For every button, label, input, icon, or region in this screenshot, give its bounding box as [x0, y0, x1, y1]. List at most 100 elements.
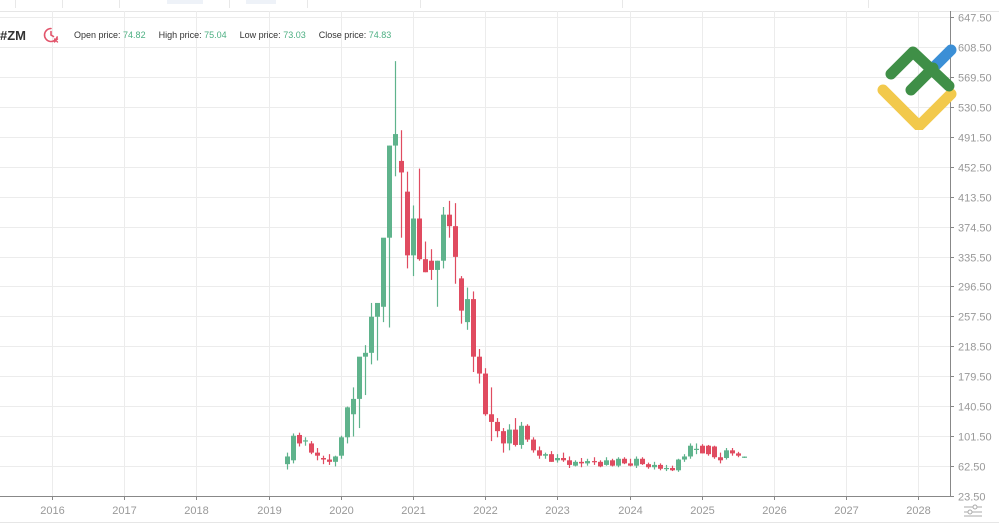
y-tick-label: 179.50 — [958, 372, 992, 384]
candle — [549, 451, 554, 462]
candle — [315, 448, 320, 461]
x-tick-label: 2027 — [834, 505, 858, 517]
candle — [525, 424, 530, 442]
y-tick-label: 569.50 — [958, 73, 992, 85]
candle — [345, 406, 350, 444]
candle — [285, 452, 290, 470]
brand-logo-icon — [877, 44, 957, 130]
y-tick-label: 140.50 — [958, 402, 992, 414]
candle — [429, 249, 434, 280]
candle — [363, 345, 368, 396]
candle — [351, 387, 356, 437]
candle — [652, 461, 657, 470]
y-tick-label: 218.50 — [958, 342, 992, 354]
strip-tick — [62, 0, 63, 8]
candle — [327, 454, 332, 465]
strip-tick — [229, 0, 230, 8]
candle — [477, 348, 482, 384]
strip-tick — [307, 0, 308, 8]
candle — [640, 457, 645, 465]
candle — [381, 237, 386, 323]
candle — [405, 171, 410, 269]
y-tick-label: 452.50 — [958, 163, 992, 175]
candle — [321, 455, 326, 465]
x-tick-label: 2025 — [690, 505, 714, 517]
candle — [483, 368, 488, 416]
candle — [598, 460, 603, 468]
candle — [543, 452, 548, 459]
candle — [435, 260, 440, 307]
candle — [676, 458, 681, 472]
candle — [634, 456, 639, 468]
strip-tab[interactable] — [246, 0, 276, 4]
candle — [513, 418, 518, 447]
candle — [375, 302, 380, 361]
candle — [592, 457, 597, 465]
candle — [567, 456, 572, 468]
candle — [441, 206, 446, 269]
y-tick-label: 335.50 — [958, 253, 992, 265]
candle — [303, 437, 308, 446]
candle — [531, 437, 536, 453]
y-tick-label: 413.50 — [958, 193, 992, 205]
strip-tick — [420, 0, 421, 8]
x-tick-label: 2024 — [618, 505, 642, 517]
candle — [471, 291, 476, 373]
candle — [537, 446, 542, 459]
chart-settings-icon[interactable] — [963, 504, 983, 518]
candle — [411, 205, 416, 277]
low-price-label: Low price: — [239, 30, 281, 40]
candle — [706, 444, 711, 456]
low-price: Low price: 73.03 — [240, 30, 306, 40]
x-tick-label: 2016 — [40, 505, 64, 517]
close-price: Close price: 74.83 — [319, 30, 392, 40]
candle — [387, 145, 392, 328]
candle — [459, 276, 464, 324]
candle — [712, 445, 717, 459]
candle — [393, 61, 398, 177]
x-tick-label: 2019 — [257, 505, 281, 517]
candle — [291, 433, 296, 464]
y-tick-label: 491.50 — [958, 133, 992, 145]
candle — [447, 200, 452, 238]
high-price-label: High price: — [158, 30, 202, 40]
x-tick-label: 2017 — [112, 505, 136, 517]
candle — [628, 458, 633, 467]
history-clock-icon[interactable] — [42, 26, 60, 44]
x-tick-label: 2022 — [473, 505, 497, 517]
candle — [465, 287, 470, 330]
candle — [561, 452, 566, 462]
strip-tick — [622, 0, 623, 8]
close-price-value: 74.83 — [368, 30, 392, 40]
candle — [664, 464, 669, 472]
candle — [453, 203, 458, 284]
candle — [622, 457, 627, 465]
symbol-label: #ZM — [0, 27, 26, 43]
candle — [718, 452, 723, 464]
candle — [700, 444, 705, 454]
strip-tick — [119, 0, 120, 8]
open-price: Open price: 74.82 — [74, 30, 146, 40]
x-tick-label: 2021 — [401, 505, 425, 517]
candle — [297, 432, 302, 447]
candle — [579, 458, 584, 468]
x-tick-label: 2023 — [545, 505, 569, 517]
y-tick-label: 296.50 — [958, 282, 992, 294]
candle — [616, 457, 621, 468]
low-price-value: 73.03 — [283, 30, 306, 40]
candle — [670, 465, 675, 472]
y-tick-label: 23.50 — [958, 492, 986, 504]
price-header: #ZM Open price: 74.82 High price: 75.04 … — [0, 26, 404, 44]
candle — [724, 448, 729, 460]
candle — [682, 454, 687, 462]
x-tick-label: 2028 — [906, 505, 930, 517]
top-toolbar-strip — [0, 0, 999, 12]
candle — [694, 443, 699, 455]
strip-tab[interactable] — [167, 0, 203, 4]
grid-lines — [0, 11, 950, 497]
high-price-value: 75.04 — [204, 30, 227, 40]
candle — [501, 428, 506, 453]
candle — [357, 356, 362, 429]
candle — [555, 454, 560, 463]
